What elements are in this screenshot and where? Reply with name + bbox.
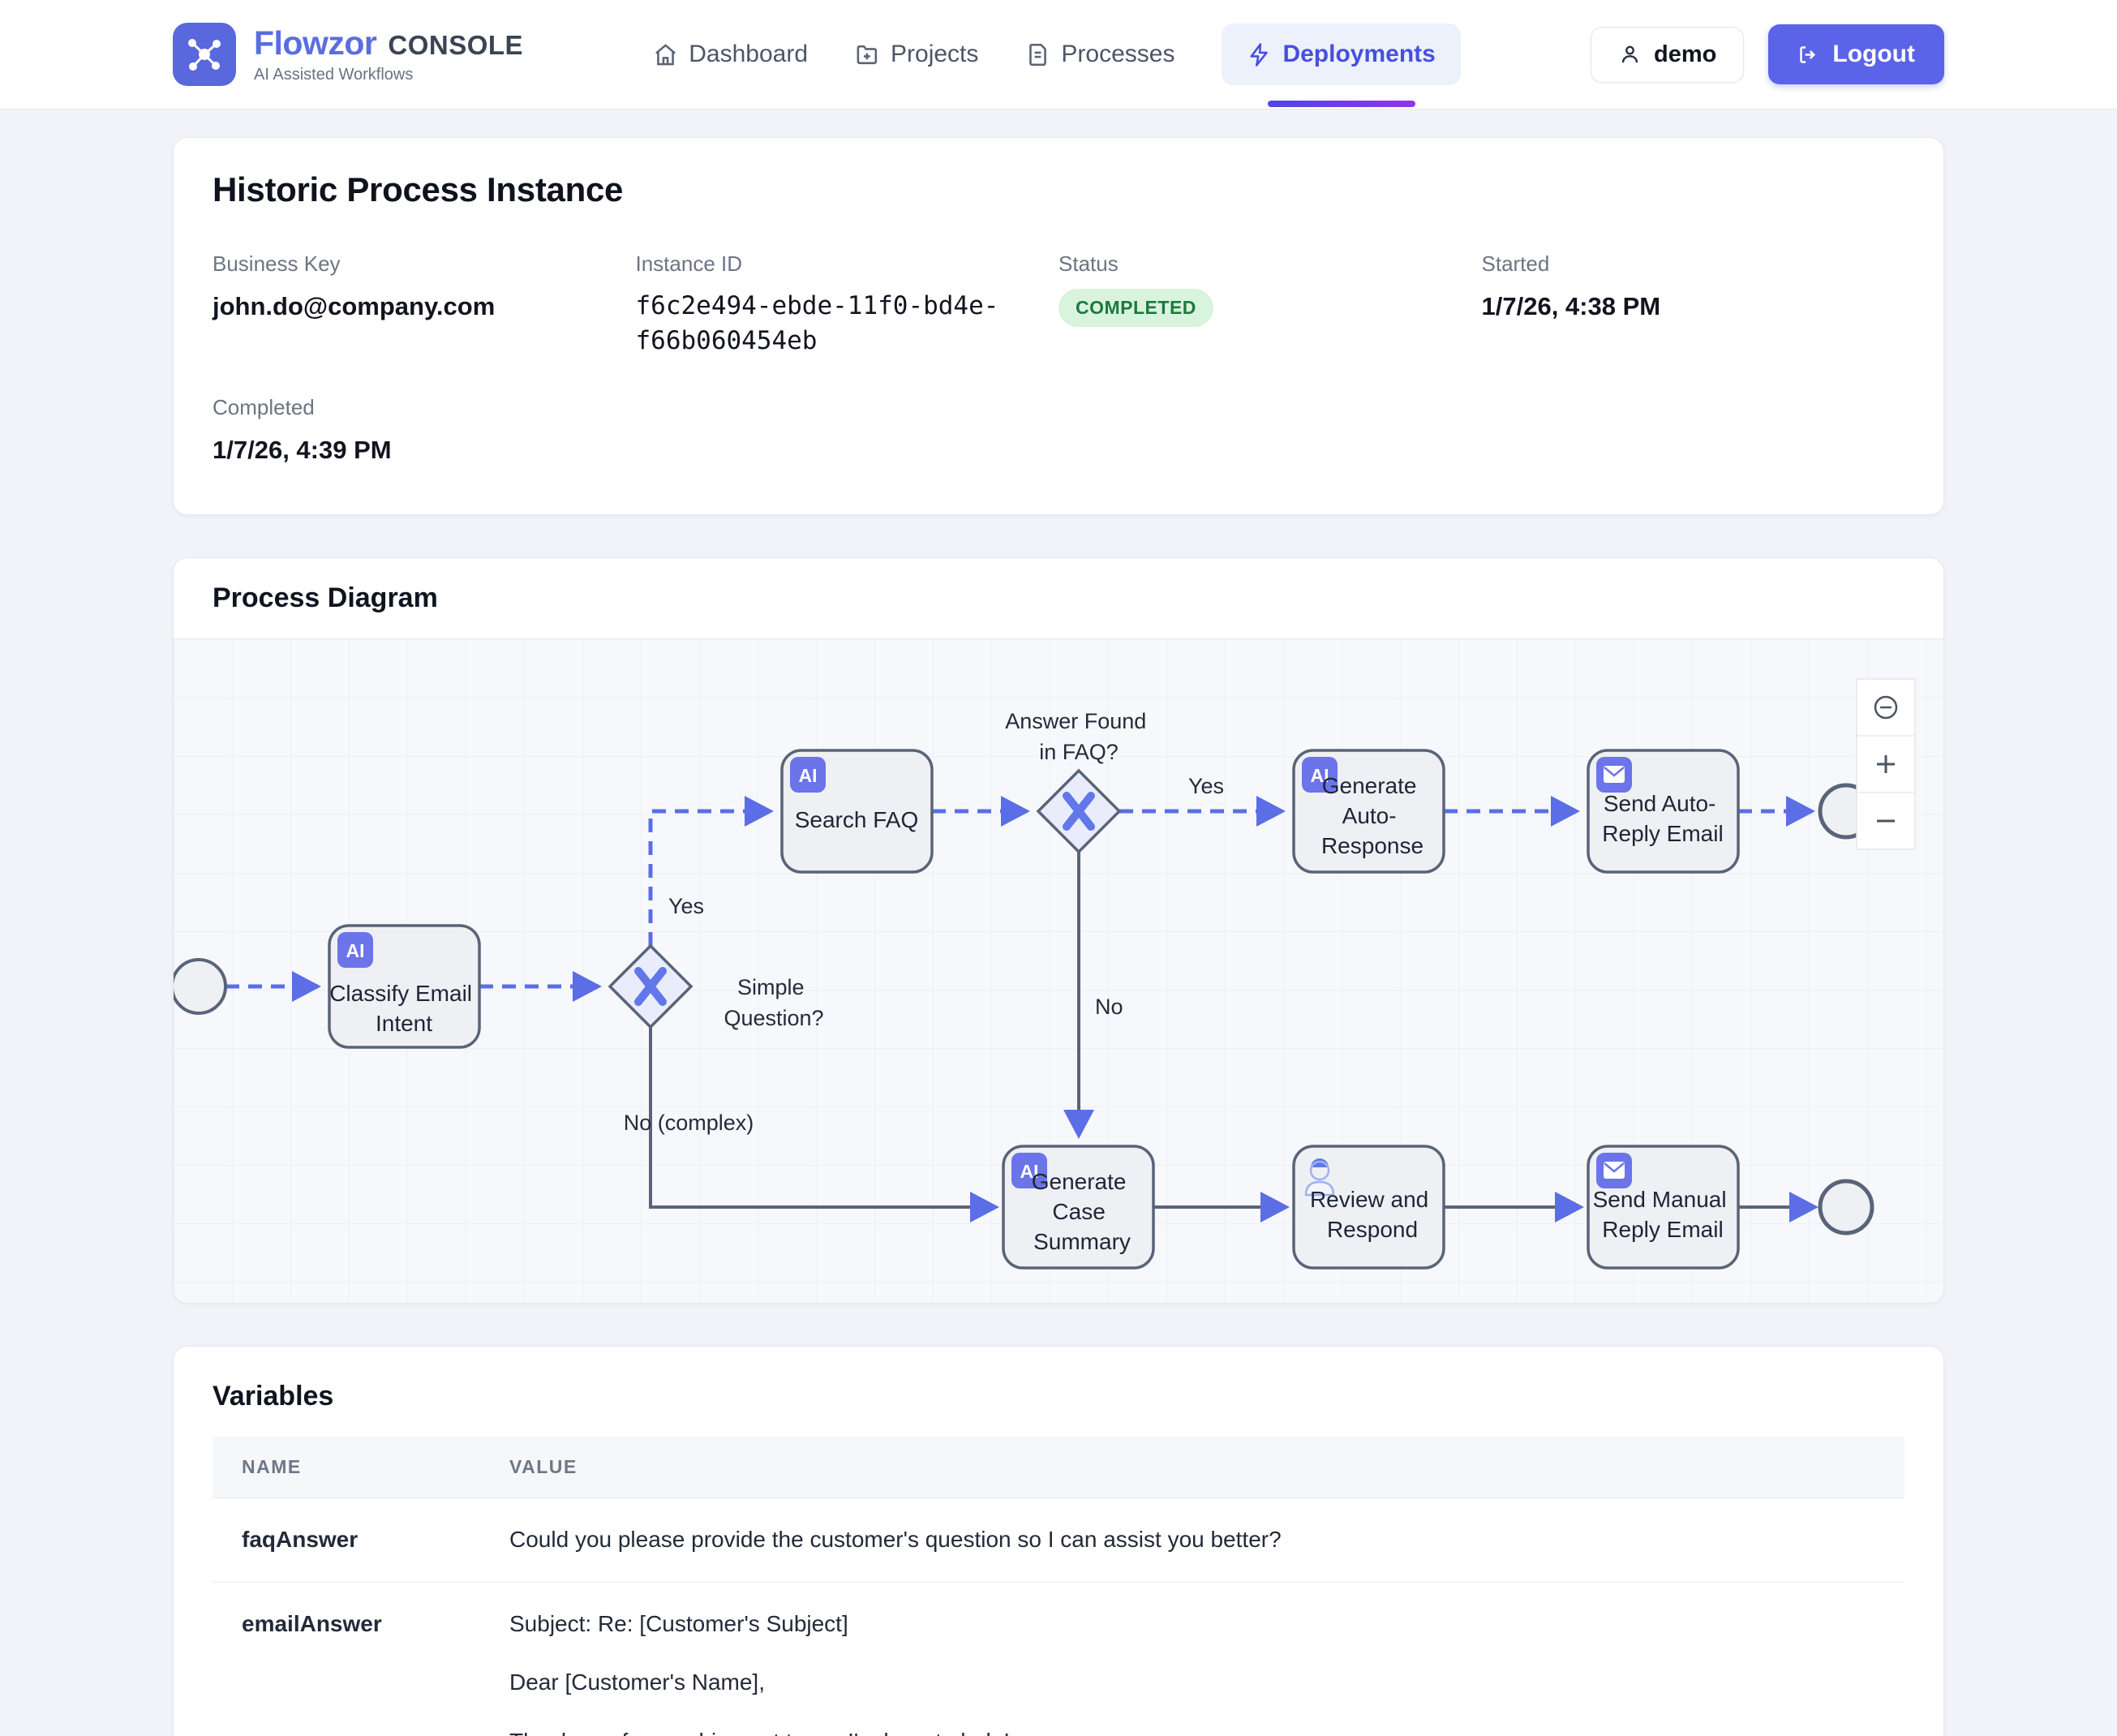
edge-yes-simple xyxy=(648,796,774,947)
end-event-bottom-node[interactable] xyxy=(1818,1179,1874,1235)
task-label: Generate Auto- Response xyxy=(1321,773,1424,858)
variable-name: emailAnswer xyxy=(213,1581,480,1736)
variable-value: Could you please provide the customer's … xyxy=(480,1498,1904,1583)
edge-label-yes: Yes xyxy=(668,894,704,918)
zap-icon xyxy=(1250,42,1269,67)
document-icon xyxy=(1029,43,1047,66)
variable-name: faqAnswer xyxy=(213,1498,480,1583)
diagram-title: Process Diagram xyxy=(213,582,438,614)
gateway-simple-question[interactable] xyxy=(608,943,694,1029)
logout-icon xyxy=(1800,45,1816,63)
field-business-key: Business Key john.do@company.com xyxy=(213,251,636,359)
task-generate-case-summary[interactable]: AI Generate Case Summary xyxy=(1002,1145,1155,1270)
start-event-node[interactable] xyxy=(174,958,227,1016)
task-send-auto-reply-email[interactable]: Send Auto- Reply Email xyxy=(1587,749,1740,874)
folder-plus-icon xyxy=(857,45,878,64)
nav-projects[interactable]: Projects xyxy=(855,41,978,68)
task-classify-email-intent[interactable]: AI Classify Email Intent xyxy=(328,924,481,1049)
edge-no-complex xyxy=(649,1027,999,1223)
nav-dashboard[interactable]: Dashboard xyxy=(653,41,808,68)
status-badge: COMPLETED xyxy=(1058,289,1213,327)
user-name: demo xyxy=(1654,41,1717,67)
edge-label-no-complex: No (complex) xyxy=(624,1111,754,1135)
column-header-value: VALUE xyxy=(480,1437,1904,1498)
field-value: john.do@company.com xyxy=(213,292,496,320)
user-icon xyxy=(1621,45,1638,62)
page-title: Historic Process Instance xyxy=(213,170,624,208)
field-label: Business Key xyxy=(213,251,341,276)
variable-value: Subject: Re: [Customer's Subject] Dear [… xyxy=(480,1581,1904,1736)
ai-badge-icon: AI xyxy=(799,765,818,786)
field-label: Started xyxy=(1481,251,1550,276)
active-tab-indicator xyxy=(1267,101,1415,107)
field-value: 1/7/26, 4:39 PM xyxy=(213,435,392,464)
brand-logo xyxy=(173,23,236,86)
column-header-name: NAME xyxy=(213,1437,480,1498)
process-diagram-card: Process Diagram xyxy=(173,557,1944,1304)
gateway-simple-question-label: Simple Question? xyxy=(724,975,823,1030)
nav-label: Deployments xyxy=(1282,41,1436,67)
nav-label: Dashboard xyxy=(689,41,809,67)
field-instance-id: Instance ID f6c2e494-ebde-11f0-bd4e-f66b… xyxy=(636,251,1059,359)
ai-badge-icon: AI xyxy=(346,940,365,961)
task-label: Classify Email Intent xyxy=(329,981,479,1036)
historic-instance-card: Historic Process Instance Business Key j… xyxy=(173,137,1944,516)
task-review-and-respond[interactable]: Review and Respond xyxy=(1292,1145,1445,1270)
field-status: Status COMPLETED xyxy=(1058,251,1482,359)
logout-label: Logout xyxy=(1832,41,1915,67)
bpmn-diagram-canvas[interactable]: Yes No (complex) Yes No AI Classify Emai… xyxy=(174,639,1943,1304)
field-completed: Completed 1/7/26, 4:39 PM xyxy=(213,395,636,467)
field-value: 1/7/26, 4:38 PM xyxy=(1481,292,1661,320)
user-menu-button[interactable]: demo xyxy=(1591,26,1745,83)
gateway-answer-found[interactable] xyxy=(1036,768,1122,854)
task-generate-auto-response[interactable]: AI Generate Auto- Response xyxy=(1292,749,1445,874)
variables-table: NAME VALUE faqAnswer Could you please pr… xyxy=(213,1437,1904,1736)
field-label: Status xyxy=(1058,251,1119,276)
field-started: Started 1/7/26, 4:38 PM xyxy=(1482,251,1905,359)
nav-deployments[interactable]: Deployments xyxy=(1222,24,1461,107)
task-send-manual-reply-email[interactable]: Send Manual Reply Email xyxy=(1587,1145,1740,1270)
field-value: f6c2e494-ebde-11f0-bd4e-f66b060454eb xyxy=(635,291,999,356)
mail-badge-icon xyxy=(1596,1153,1632,1189)
brand-tagline: AI Assisted Workflows xyxy=(254,66,414,84)
home-icon xyxy=(655,43,676,65)
ai-badge-icon: AI xyxy=(1311,765,1329,786)
nav-label: Processes xyxy=(1061,41,1175,67)
task-label: Send Manual Reply Email xyxy=(1593,1187,1733,1242)
diagram-zoom-controls xyxy=(1856,678,1916,850)
user-task-icon xyxy=(1304,1158,1335,1197)
mail-badge-icon xyxy=(1596,757,1632,793)
ai-badge-icon: AI xyxy=(1020,1161,1039,1182)
task-label: Search FAQ xyxy=(795,807,919,832)
network-nodes-icon xyxy=(188,39,221,71)
table-row: faqAnswer Could you please provide the c… xyxy=(213,1498,1904,1583)
main-nav: Dashboard Projects Processes xyxy=(653,24,1461,107)
zoom-in-button[interactable] xyxy=(1877,755,1895,774)
logout-button[interactable]: Logout xyxy=(1768,24,1944,84)
brand: Flowzor CONSOLE AI Assisted Workflows xyxy=(173,23,523,86)
brand-name: Flowzor xyxy=(254,24,377,62)
gateway-answer-found-label: Answer Found in FAQ? xyxy=(1005,709,1153,764)
task-label: Review and Respond xyxy=(1310,1187,1435,1242)
brand-suffix: CONSOLE xyxy=(388,30,524,60)
task-label: Generate Case Summary xyxy=(1032,1169,1133,1254)
edge-label-yes-faq: Yes xyxy=(1188,774,1224,798)
app-header: Flowzor CONSOLE AI Assisted Workflows Da… xyxy=(0,0,2117,110)
variables-title: Variables xyxy=(213,1381,334,1412)
nav-label: Projects xyxy=(891,41,979,67)
field-label: Instance ID xyxy=(635,251,743,276)
variables-card: Variables NAME VALUE faqAnswer Could you… xyxy=(173,1346,1944,1736)
task-search-faq[interactable]: AI Search FAQ xyxy=(780,749,934,874)
zoom-reset-button[interactable] xyxy=(1874,695,1898,720)
task-label: Send Auto- Reply Email xyxy=(1602,791,1723,846)
edge-label-no-faq: No xyxy=(1095,995,1123,1019)
table-row: emailAnswer Subject: Re: [Customer's Sub… xyxy=(213,1581,1904,1736)
nav-processes[interactable]: Processes xyxy=(1025,41,1174,68)
field-label: Completed xyxy=(213,394,315,419)
